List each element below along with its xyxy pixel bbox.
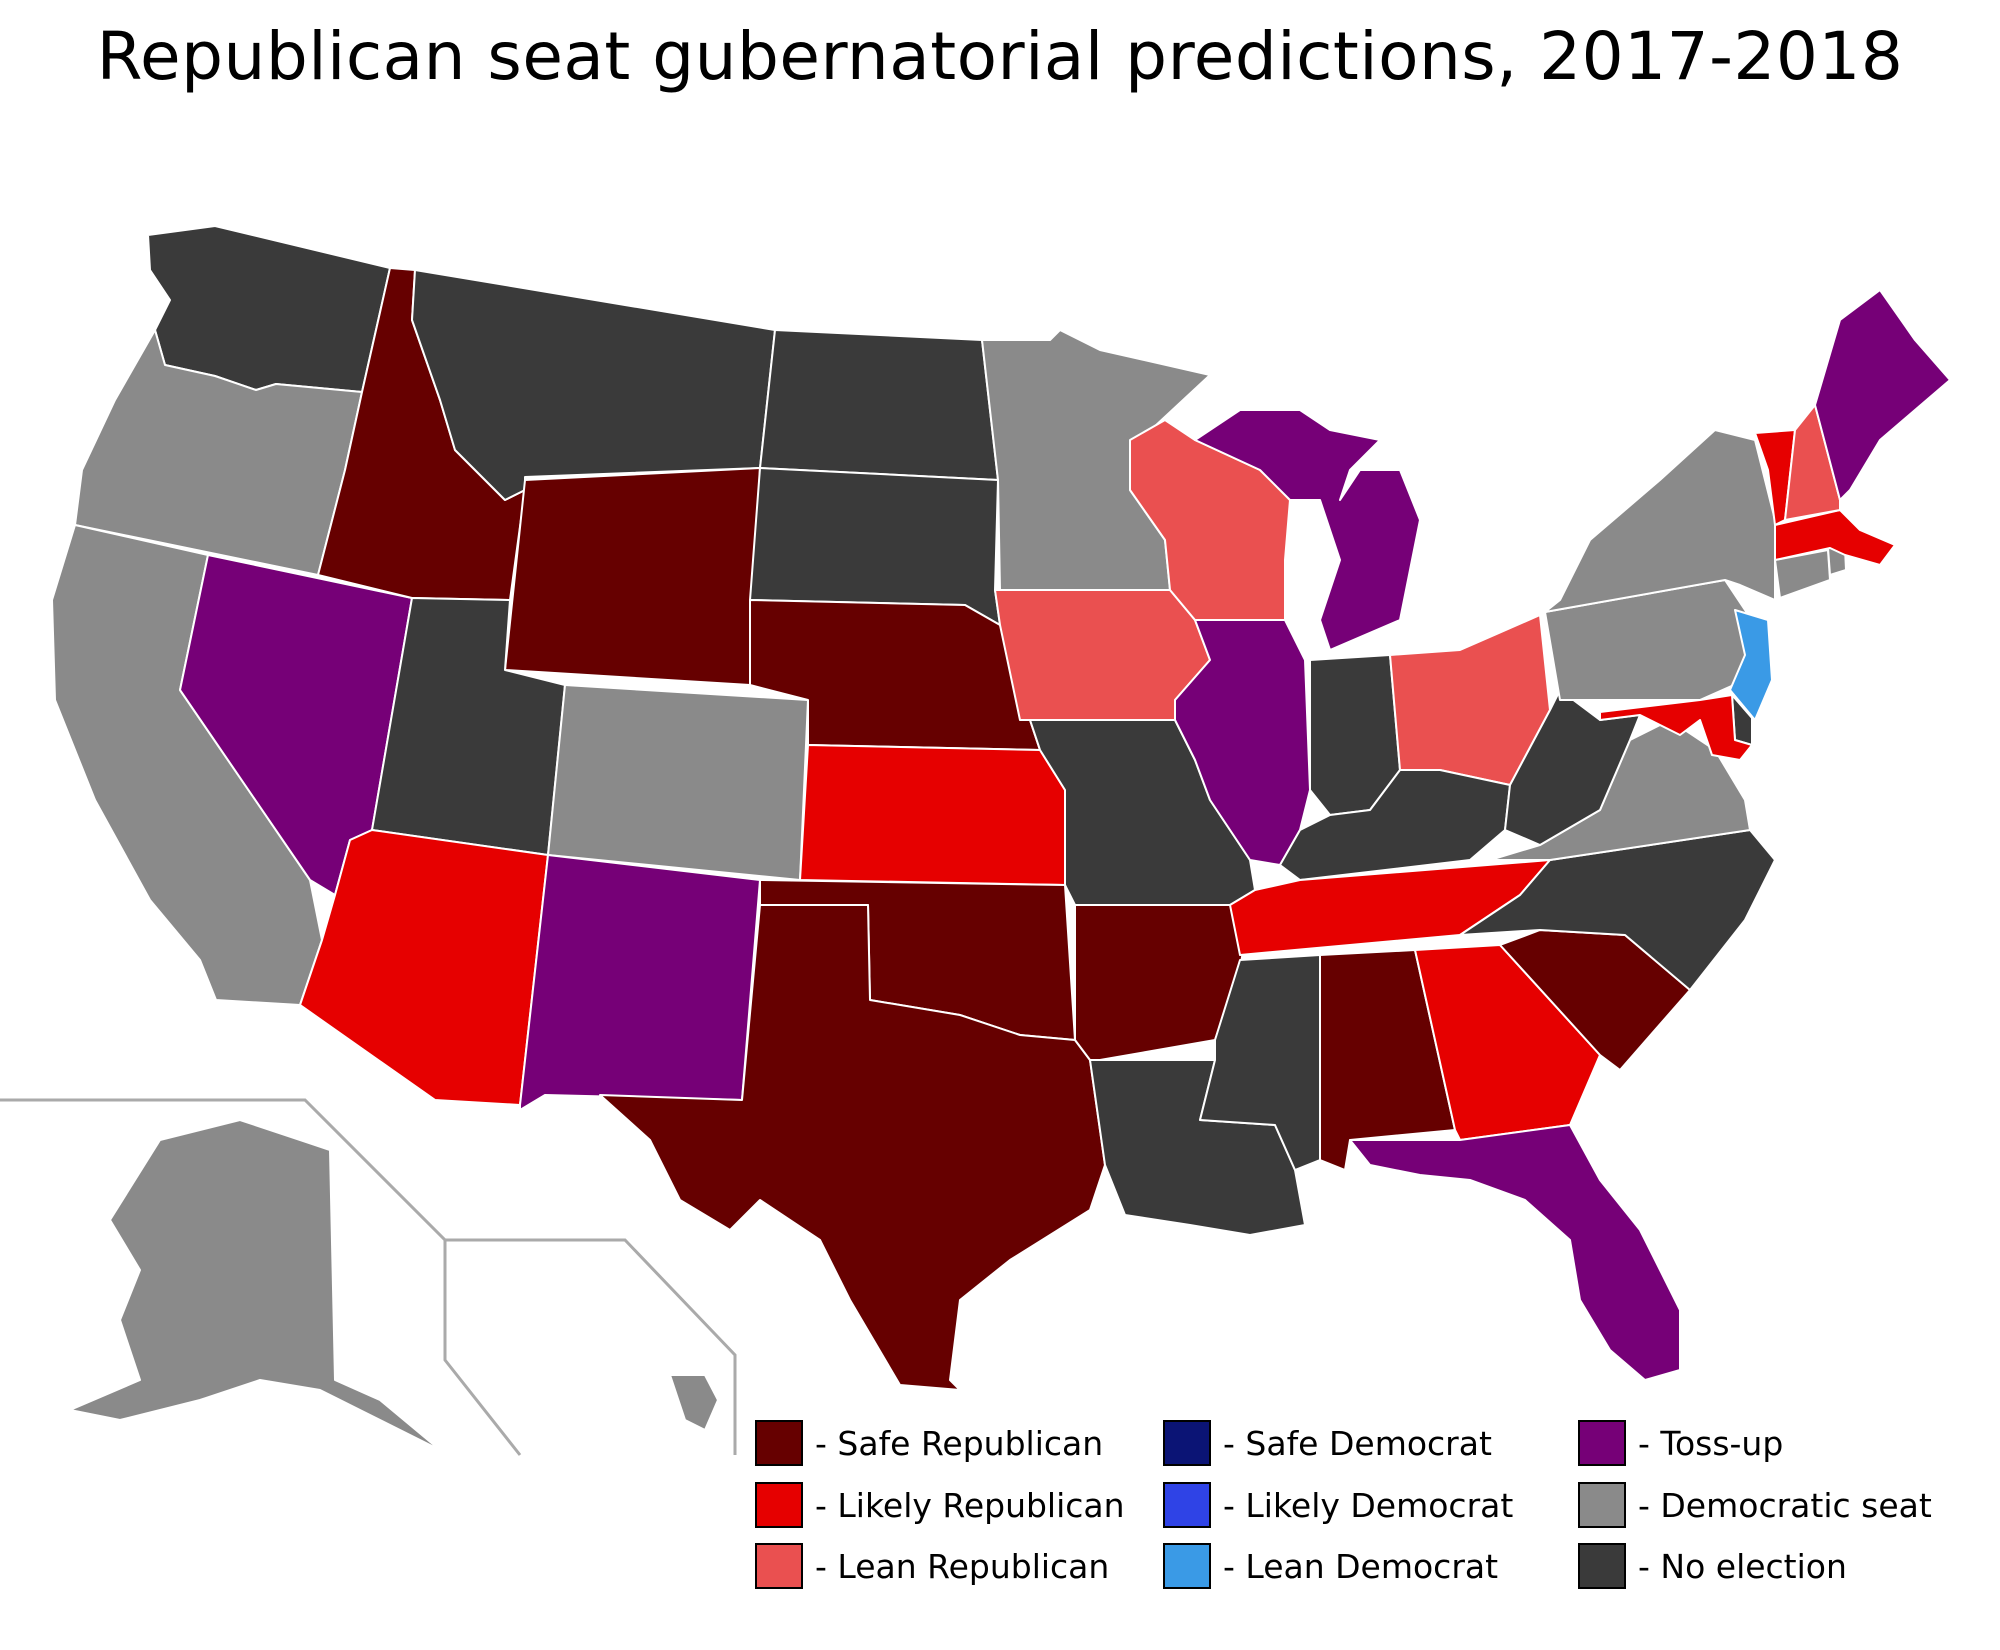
state-mi[interactable] [1194,409,1421,651]
state-nc[interactable] [1459,829,1776,991]
state-wi[interactable] [1129,419,1291,621]
legend-label: - Likely Democrat [1223,1485,1514,1525]
legend-swatch [755,1420,803,1466]
legend-item-safe-republican: - Safe Republican [755,1418,1103,1468]
legend-label: - Safe Democrat [1223,1423,1492,1463]
state-nj[interactable] [1729,609,1773,721]
state-hi[interactable] [669,1374,719,1431]
state-ak[interactable] [69,1119,441,1451]
state-ks[interactable] [799,744,1066,886]
state-nm[interactable] [519,854,761,1111]
state-me[interactable] [1814,289,1951,501]
state-co[interactable] [547,684,809,881]
legend-label: - Lean Republican [815,1546,1110,1586]
legend-item-lean-democrat: - Lean Democrat [1163,1541,1498,1591]
legend-item-likely-republican: - Likely Republican [755,1480,1125,1530]
legend-swatch [1578,1482,1626,1528]
state-vt[interactable] [1754,429,1796,526]
legend-item-lean-republican: - Lean Republican [755,1541,1109,1591]
legend-swatch [755,1482,803,1528]
state-wy[interactable] [504,467,761,686]
legend-item-tossup: - Toss-up [1578,1418,1783,1468]
legend-swatch [1578,1420,1626,1466]
state-wv[interactable] [1504,689,1641,846]
map-title: Republican seat gubernatorial prediction… [96,18,1904,95]
state-ny[interactable] [1544,429,1776,613]
state-nd[interactable] [759,329,999,481]
legend-label: - Safe Republican [815,1423,1104,1463]
legend-swatch [1163,1482,1211,1528]
state-tx[interactable] [599,904,1106,1391]
legend-label: - No election [1638,1546,1847,1586]
state-ky[interactable] [1279,769,1511,881]
legend-label: - Toss-up [1638,1423,1784,1463]
state-ma[interactable] [1774,509,1896,566]
legend-swatch [1163,1420,1211,1466]
legend-swatch [1578,1543,1626,1589]
legend-item-no-election: - No election [1578,1541,1847,1591]
legend-item-likely-democrat: - Likely Democrat [1163,1480,1513,1530]
legend-item-safe-democrat: - Safe Democrat [1163,1418,1492,1468]
state-fl[interactable] [1349,1124,1681,1381]
state-wa[interactable] [147,225,391,393]
legend-label: - Likely Republican [815,1485,1125,1525]
state-ct[interactable] [1774,549,1831,599]
legend-label: - Democratic seat [1638,1485,1932,1525]
state-il[interactable] [1174,619,1311,866]
legend-item-democratic-seat: - Democratic seat [1578,1480,1932,1530]
state-md[interactable] [1599,694,1753,761]
legend-swatch [755,1543,803,1589]
legend-label: - Lean Democrat [1223,1546,1499,1586]
inset-divider-hawaii [445,1238,737,1455]
state-nh[interactable] [1784,404,1841,521]
legend-swatch [1163,1543,1211,1589]
